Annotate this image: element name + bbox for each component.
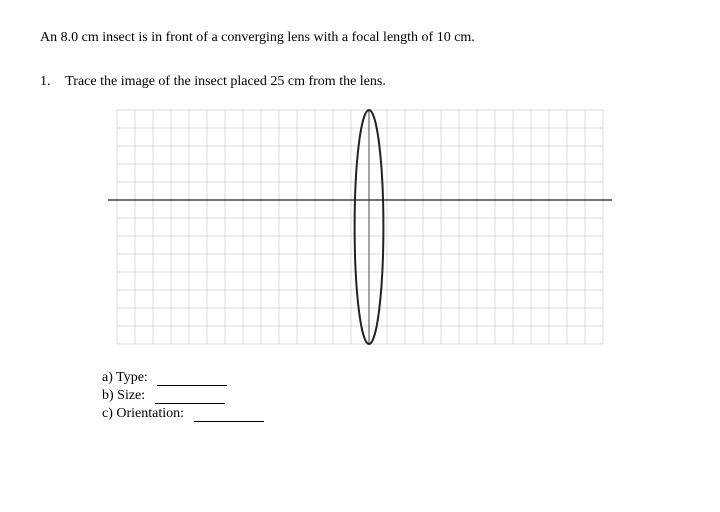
answer-a-text: Type: bbox=[116, 370, 148, 385]
answer-a-blank[interactable] bbox=[157, 372, 227, 386]
answer-b: b) Size: bbox=[102, 388, 680, 404]
question-number: 1. bbox=[40, 74, 62, 90]
answer-c-text: Orientation: bbox=[116, 406, 184, 421]
answer-b-blank[interactable] bbox=[155, 390, 225, 404]
answer-c-blank[interactable] bbox=[194, 408, 264, 422]
answer-list: a) Type: b) Size: c) Orientation: bbox=[102, 370, 680, 422]
answer-b-label: b) bbox=[102, 388, 114, 403]
question-text: Trace the image of the insect placed 25 … bbox=[65, 74, 386, 89]
problem-intro: An 8.0 cm insect is in front of a conver… bbox=[40, 30, 680, 46]
diagram-container bbox=[40, 108, 680, 346]
answer-a-label: a) bbox=[102, 370, 113, 385]
answer-a: a) Type: bbox=[102, 370, 680, 386]
answer-c: c) Orientation: bbox=[102, 406, 680, 422]
optics-diagram bbox=[107, 108, 613, 346]
answer-b-text: Size: bbox=[117, 388, 145, 403]
answer-c-label: c) bbox=[102, 406, 113, 421]
question: 1. Trace the image of the insect placed … bbox=[40, 74, 680, 90]
